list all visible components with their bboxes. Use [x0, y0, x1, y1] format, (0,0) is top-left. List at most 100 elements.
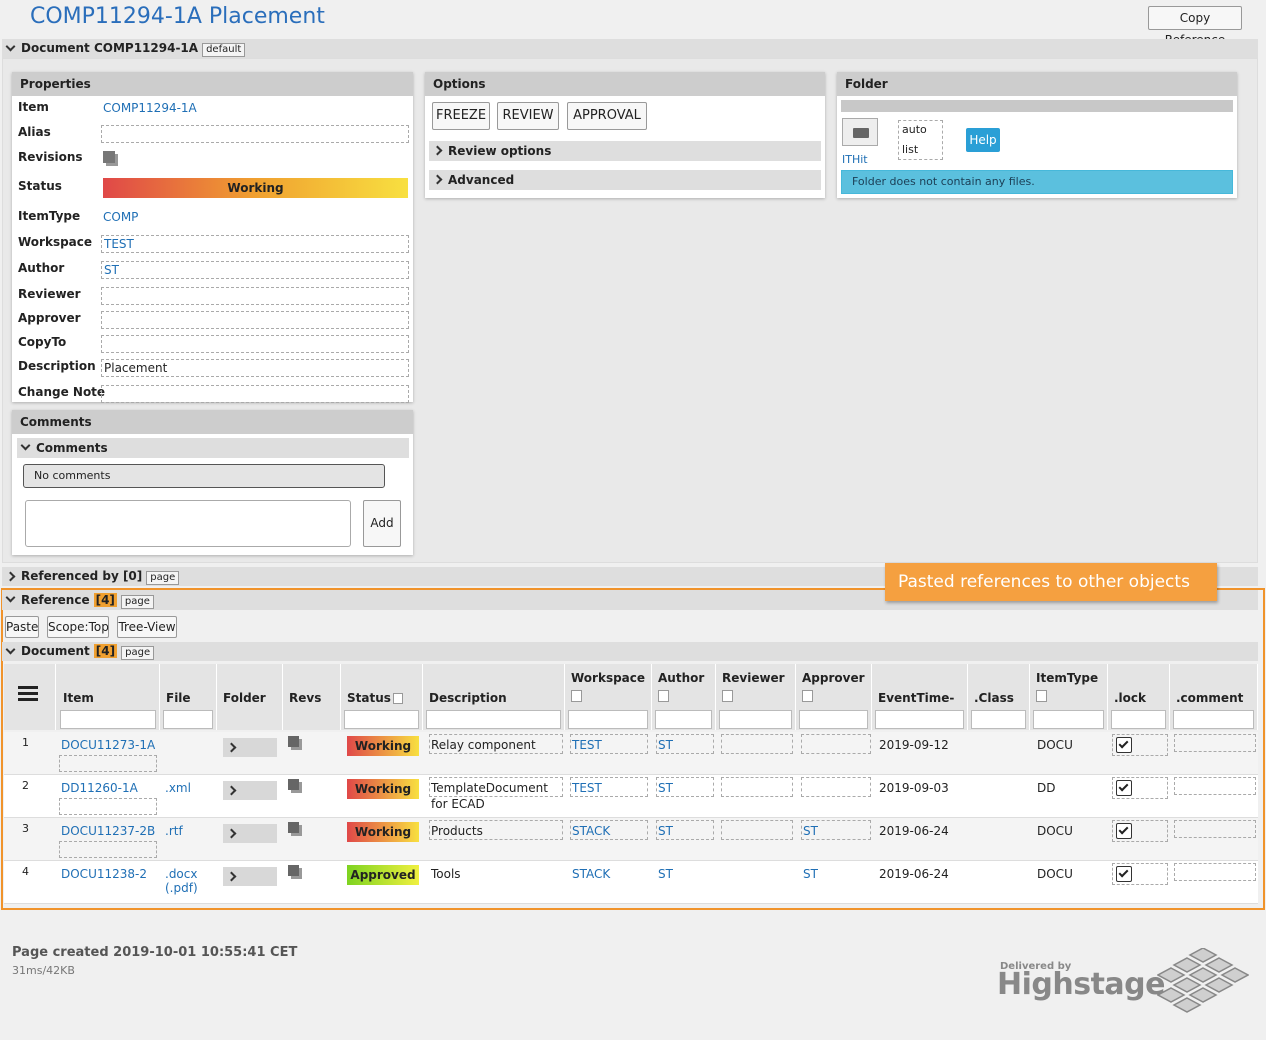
- logo-cube: [1188, 967, 1218, 983]
- copy-reference-button[interactable]: Copy Reference: [1148, 6, 1242, 47]
- comment-edit[interactable]: [1174, 863, 1256, 881]
- column-header[interactable]: .comment: [1176, 691, 1244, 705]
- cell-edit: [429, 734, 563, 754]
- column-filter[interactable]: [722, 690, 733, 702]
- folder-panel-header: Folder: [837, 72, 1237, 96]
- help-button[interactable]: Help: [966, 128, 1000, 152]
- add-button[interactable]: Add: [363, 500, 401, 547]
- field-label: Revisions: [18, 150, 83, 164]
- column-search[interactable]: [655, 710, 712, 729]
- column-search[interactable]: [568, 710, 648, 729]
- column-filter[interactable]: [392, 693, 403, 704]
- folder-mode[interactable]: auto: [902, 123, 927, 136]
- column-header[interactable]: ItemType: [1036, 671, 1099, 685]
- logo-cube: [1172, 957, 1202, 973]
- column-header[interactable]: Reviewer: [722, 671, 785, 685]
- folder-button[interactable]: [223, 781, 277, 800]
- cell-edit: [429, 820, 563, 840]
- column-header[interactable]: .Class: [974, 691, 1014, 705]
- status-badge: Working: [347, 779, 419, 799]
- chevron: [226, 785, 237, 796]
- column-header[interactable]: EventTime-: [878, 691, 955, 705]
- col-sep: [871, 664, 872, 730]
- file-link[interactable]: .xml: [165, 781, 191, 795]
- field-value: Placement: [101, 359, 409, 377]
- file-link[interactable]: .rtf: [165, 824, 183, 838]
- column-filter[interactable]: [802, 690, 813, 702]
- column-header[interactable]: File: [166, 691, 191, 705]
- cell-edit: [801, 777, 871, 797]
- properties-panel: Properties: [12, 72, 413, 402]
- file-link[interactable]: .docx (.pdf): [165, 867, 198, 895]
- folder-path-bar: [841, 100, 1233, 112]
- comment-input[interactable]: [25, 500, 351, 547]
- chevron: [432, 145, 443, 156]
- field-label: ItemType: [18, 209, 81, 223]
- lock-checkbox[interactable]: [1116, 823, 1132, 839]
- comment-edit[interactable]: [1174, 777, 1256, 795]
- column-search[interactable]: [60, 710, 156, 729]
- column-filter[interactable]: [1036, 690, 1047, 702]
- revs-icon: [288, 736, 299, 747]
- field-label: Status: [18, 179, 62, 193]
- option-button[interactable]: REVIEW: [497, 102, 559, 130]
- column-filter[interactable]: [571, 690, 582, 702]
- option-section[interactable]: Advanced: [429, 170, 821, 190]
- comment-edit[interactable]: [1174, 820, 1256, 838]
- comment-edit[interactable]: [1174, 734, 1256, 752]
- folder-message: Folder does not contain any files.: [841, 170, 1233, 194]
- item-link[interactable]: DOCU11238-2: [61, 867, 147, 881]
- lock-checkbox[interactable]: [1116, 780, 1132, 796]
- folder-icon[interactable]: [842, 118, 878, 146]
- column-header[interactable]: Item: [63, 691, 94, 705]
- comments-subbar: Comments: [17, 438, 409, 458]
- folder-button[interactable]: [223, 867, 277, 886]
- column-search[interactable]: [799, 710, 868, 729]
- column-header[interactable]: Approver: [802, 671, 865, 685]
- column-header[interactable]: Description: [429, 691, 507, 705]
- lock-checkbox[interactable]: [1116, 737, 1132, 753]
- column-header[interactable]: Status: [347, 691, 403, 705]
- reference-button[interactable]: Tree-View: [117, 616, 177, 638]
- reference-button[interactable]: Scope:Top: [47, 616, 109, 638]
- cell-edit: [721, 734, 793, 754]
- field-label: Reviewer: [18, 287, 81, 301]
- column-search[interactable]: [719, 710, 792, 729]
- item-link[interactable]: DOCU11273-1A: [61, 738, 156, 752]
- item-link[interactable]: DD11260-1A: [61, 781, 138, 795]
- cell-workspace: STACK: [572, 867, 611, 881]
- column-search[interactable]: [875, 710, 964, 729]
- folder-mode[interactable]: list: [902, 143, 919, 156]
- revs-icon: [288, 779, 299, 790]
- column-search[interactable]: [426, 710, 561, 729]
- reference-button[interactable]: Paste: [5, 616, 39, 638]
- column-search[interactable]: [1033, 710, 1104, 729]
- column-search[interactable]: [163, 710, 213, 729]
- field-label: Item: [18, 100, 49, 114]
- column-search[interactable]: [344, 710, 419, 729]
- column-menu[interactable]: [18, 686, 38, 702]
- table-row: [4, 775, 1258, 818]
- option-section[interactable]: Review options: [429, 141, 821, 161]
- column-filter[interactable]: [658, 690, 669, 702]
- column-header[interactable]: Folder: [223, 691, 266, 705]
- column-search[interactable]: [1173, 710, 1254, 729]
- folder-button[interactable]: [223, 824, 277, 843]
- revisions-icon: [103, 151, 115, 163]
- column-search[interactable]: [1111, 710, 1166, 729]
- option-button[interactable]: FREEZE: [432, 102, 490, 130]
- document-badge: default: [202, 43, 246, 57]
- lock-edit: [1112, 734, 1168, 756]
- column-header[interactable]: .lock: [1114, 691, 1147, 705]
- lock-checkbox[interactable]: [1116, 866, 1132, 882]
- item-link[interactable]: DOCU11237-2B: [61, 824, 156, 838]
- column-header[interactable]: Workspace: [571, 671, 646, 685]
- chevron: [5, 571, 16, 582]
- logo-cube: [1220, 967, 1249, 983]
- folder-link[interactable]: ITHit: [842, 153, 868, 166]
- column-search[interactable]: [971, 710, 1026, 729]
- column-header[interactable]: Author: [658, 671, 705, 685]
- folder-button[interactable]: [223, 738, 277, 757]
- column-header[interactable]: Revs: [289, 691, 322, 705]
- option-button[interactable]: APPROVAL: [567, 102, 647, 130]
